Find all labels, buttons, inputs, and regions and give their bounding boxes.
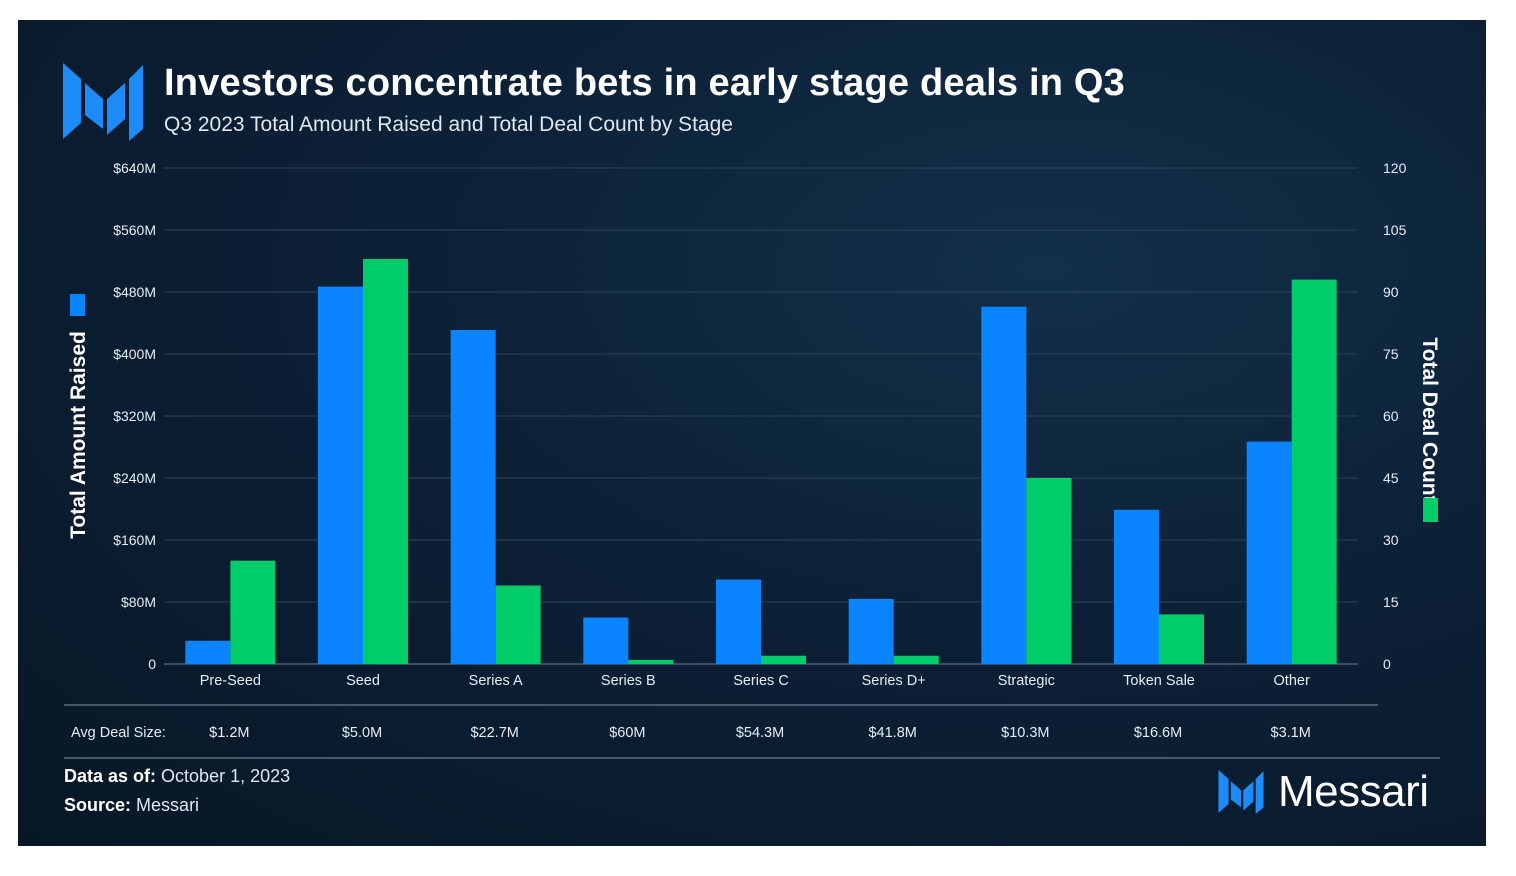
category-label: Seed <box>346 673 380 689</box>
left-tick-label: $320M <box>113 408 156 424</box>
category-label: Series A <box>469 673 523 689</box>
right-tick-label: 15 <box>1383 594 1399 610</box>
right-axis-ticks: 0 15 30 45 60 75 90 105 120 <box>1383 160 1407 672</box>
avg-deal-size-value: $60M <box>609 725 645 741</box>
category-label: Series C <box>733 673 789 689</box>
amount-bar <box>318 286 363 664</box>
count-bar <box>1291 279 1337 664</box>
avg-deal-size-table: $1.2M $5.0M $22.7M $60M $54.3M $41.8M $10.3M $1… <box>64 704 1440 759</box>
amount-bar <box>716 579 761 664</box>
right-tick-label: 0 <box>1383 656 1391 672</box>
data-date: Data as of: October 1, 2023 <box>64 766 290 787</box>
data-date-label: Data as of: <box>64 766 157 786</box>
right-tick-label: 75 <box>1383 346 1399 362</box>
left-tick-label: $400M <box>113 346 156 362</box>
brand-name: Messari <box>1278 767 1429 816</box>
amount-bar <box>1114 509 1159 664</box>
avg-deal-size-value: $10.3M <box>1001 725 1049 741</box>
amount-bar <box>848 598 894 664</box>
right-tick-label: 60 <box>1383 408 1399 424</box>
category-label: Strategic <box>998 673 1055 689</box>
data-source: Source: Messari <box>64 795 199 816</box>
right-tick-label: 30 <box>1383 532 1399 548</box>
chart-subtitle: Q3 2023 Total Amount Raised and Total De… <box>164 113 733 136</box>
messari-logo-icon <box>1218 770 1264 814</box>
right-tick-label: 120 <box>1383 160 1407 176</box>
count-bar <box>761 655 806 664</box>
messari-logo-icon <box>63 63 143 141</box>
axis-titles: Total Amount Raised Total Deal Count <box>67 294 1441 539</box>
avg-deal-size-value: $16.6M <box>1134 725 1182 741</box>
count-bar <box>628 659 674 664</box>
left-tick-label: $640M <box>113 160 156 176</box>
right-tick-label: 105 <box>1383 222 1407 238</box>
avg-deal-size-label: Avg Deal Size: <box>71 725 166 741</box>
avg-deal-size-value: $1.2M <box>209 725 249 741</box>
bar-chart: 0 $80M $160M $240M $320M $400M $480M $560M $640M… <box>64 160 1441 759</box>
left-tick-label: $240M <box>113 470 156 486</box>
right-tick-label: 90 <box>1383 284 1399 300</box>
count-bar <box>495 585 541 664</box>
chart-card: Investors concentrate bets in early stag… <box>18 20 1486 846</box>
avg-deal-size-value: $5.0M <box>342 725 382 741</box>
source-value: Messari <box>136 795 200 815</box>
count-bar <box>893 655 939 664</box>
amount-bar <box>981 306 1027 664</box>
left-tick-label: $80M <box>121 594 156 610</box>
avg-deal-size-value: $3.1M <box>1271 725 1311 741</box>
left-axis-title: Total Amount Raised <box>67 331 90 539</box>
right-tick-label: 45 <box>1383 470 1399 486</box>
count-legend-swatch <box>1423 498 1438 522</box>
left-tick-label: $160M <box>113 532 156 548</box>
category-label: Pre-Seed <box>200 673 261 689</box>
category-label: Other <box>1274 673 1310 689</box>
avg-deal-size-value: $54.3M <box>736 725 784 741</box>
chart-title: Investors concentrate bets in early stag… <box>164 62 1125 104</box>
data-date-value: October 1, 2023 <box>161 766 291 786</box>
amount-bar <box>583 617 629 664</box>
source-label: Source: <box>64 795 132 815</box>
amount-bar <box>185 640 231 664</box>
category-labels: Pre-Seed Seed Series A Series B Series C Seri… <box>200 673 1310 689</box>
left-tick-label: 0 <box>148 656 156 672</box>
amount-legend-swatch <box>70 294 85 316</box>
count-bar <box>1026 478 1072 664</box>
category-label: Series B <box>601 673 656 689</box>
amount-bar <box>450 329 496 664</box>
category-label: Series D+ <box>862 673 926 689</box>
avg-deal-size-value: $22.7M <box>470 725 518 741</box>
avg-deal-size-value: $41.8M <box>868 725 916 741</box>
bars <box>185 258 1337 664</box>
left-tick-label: $560M <box>113 222 156 238</box>
right-axis-title: Total Deal Count <box>1418 337 1441 502</box>
amount-bar <box>1246 441 1292 664</box>
category-label: Token Sale <box>1123 673 1195 689</box>
count-bar <box>1159 614 1204 664</box>
left-tick-label: $480M <box>113 284 156 300</box>
left-axis-ticks: 0 $80M $160M $240M $320M $400M $480M $560M $640M <box>113 160 156 672</box>
count-bar <box>230 560 276 664</box>
brand-logo: Messari <box>1218 766 1429 818</box>
count-bar <box>363 258 408 664</box>
